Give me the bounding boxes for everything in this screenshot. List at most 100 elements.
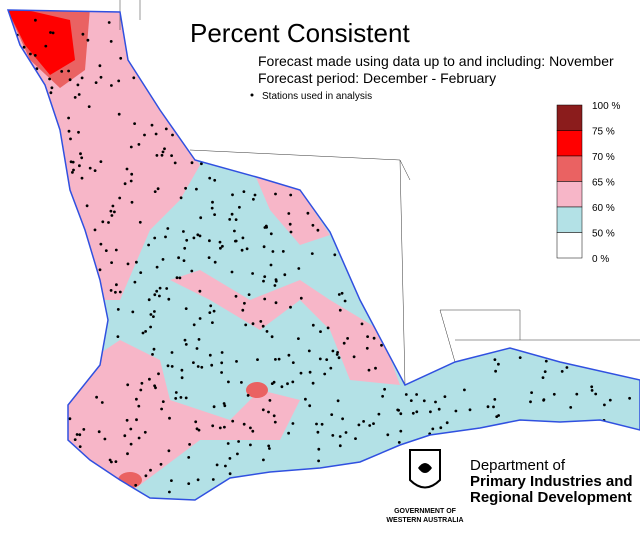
- station: [283, 273, 287, 277]
- station: [594, 392, 598, 396]
- station: [44, 44, 48, 48]
- station: [184, 307, 188, 310]
- station: [111, 204, 115, 208]
- station: [170, 154, 174, 158]
- station: [268, 447, 271, 450]
- station: [497, 362, 500, 366]
- station: [365, 346, 369, 350]
- station: [243, 301, 246, 305]
- station: [306, 211, 310, 215]
- station: [212, 405, 216, 409]
- station: [155, 289, 159, 293]
- legend-swatch: [556, 155, 583, 182]
- station: [67, 116, 70, 120]
- station: [182, 259, 186, 262]
- station: [85, 204, 89, 208]
- station: [299, 296, 303, 300]
- station: [187, 482, 191, 485]
- station: [377, 412, 381, 416]
- station: [183, 338, 187, 342]
- station: [493, 358, 497, 361]
- station: [49, 31, 52, 34]
- station: [289, 193, 293, 197]
- station: [76, 83, 80, 87]
- station: [152, 315, 155, 318]
- station: [78, 433, 82, 437]
- station: [192, 323, 196, 327]
- station: [73, 438, 77, 441]
- station: [149, 468, 152, 472]
- station: [130, 172, 134, 176]
- station: [107, 21, 111, 24]
- station: [166, 364, 170, 368]
- logo: GOVERNMENT OF WESTERN AUSTRALIA Departme…: [386, 449, 633, 524]
- station: [273, 420, 277, 424]
- station-key: [250, 93, 254, 97]
- station: [287, 212, 291, 215]
- station: [99, 242, 103, 246]
- station: [179, 196, 183, 200]
- station: [360, 322, 364, 326]
- station: [140, 381, 144, 385]
- station: [256, 358, 259, 361]
- station: [114, 290, 117, 294]
- station: [126, 383, 130, 387]
- station: [170, 479, 173, 482]
- station: [252, 197, 255, 201]
- station: [196, 478, 200, 482]
- legend-label: 75 %: [592, 127, 615, 138]
- station: [211, 424, 215, 428]
- station: [197, 338, 201, 341]
- station: [231, 419, 235, 423]
- station: [307, 349, 311, 353]
- station: [157, 372, 160, 376]
- station: [125, 167, 129, 171]
- station: [320, 422, 324, 426]
- station: [249, 426, 252, 430]
- station: [194, 420, 198, 424]
- station: [445, 421, 449, 425]
- station: [343, 299, 347, 303]
- legend-swatch: [556, 232, 583, 259]
- station: [147, 298, 151, 302]
- station: [565, 366, 569, 369]
- station: [160, 407, 164, 411]
- station: [304, 397, 307, 401]
- station: [590, 389, 594, 392]
- station: [208, 311, 212, 314]
- station: [335, 353, 339, 356]
- subtitle: Forecast made using data up to and inclu…: [258, 53, 614, 69]
- station: [590, 385, 594, 389]
- station: [247, 293, 251, 296]
- station: [195, 187, 198, 191]
- station: [209, 304, 213, 308]
- station: [311, 381, 315, 385]
- station: [82, 428, 86, 431]
- legend-swatch: [556, 206, 583, 233]
- station: [152, 347, 156, 351]
- station: [197, 428, 201, 432]
- stations-label: Stations used in analysis: [262, 91, 372, 102]
- station: [560, 370, 564, 373]
- station: [171, 133, 174, 137]
- station: [220, 371, 224, 374]
- station: [72, 168, 75, 172]
- station: [211, 200, 214, 204]
- station: [415, 393, 418, 396]
- station: [463, 388, 466, 392]
- station: [94, 81, 98, 84]
- station: [234, 239, 237, 243]
- station: [218, 426, 222, 430]
- station: [166, 227, 170, 230]
- station: [223, 425, 226, 429]
- station: [134, 483, 138, 487]
- station: [151, 353, 154, 356]
- station: [170, 365, 174, 368]
- station: [161, 150, 165, 154]
- station: [367, 368, 371, 372]
- station: [117, 112, 121, 116]
- station: [104, 249, 108, 253]
- station: [170, 351, 174, 354]
- legend-label: 60 %: [592, 203, 615, 214]
- station: [158, 294, 161, 298]
